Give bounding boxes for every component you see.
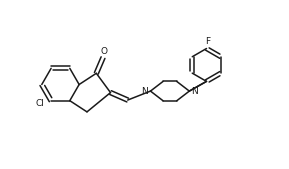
Text: O: O xyxy=(100,47,107,56)
Text: N: N xyxy=(192,87,198,96)
Text: Cl: Cl xyxy=(36,99,45,108)
Text: F: F xyxy=(205,37,211,46)
Text: N: N xyxy=(142,87,148,96)
